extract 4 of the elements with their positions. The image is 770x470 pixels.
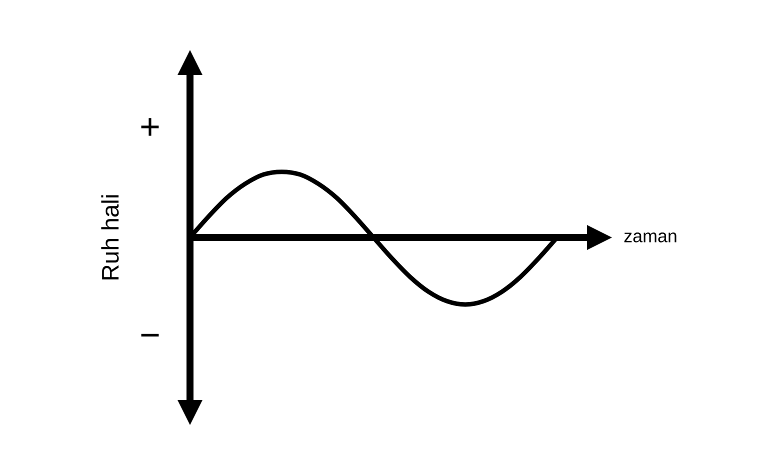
- y-axis-title: Ruh hali: [101, 195, 119, 280]
- text: +: [141, 118, 159, 136]
- x-axis-title: zaman: [624, 232, 676, 242]
- text: −: [141, 334, 159, 336]
